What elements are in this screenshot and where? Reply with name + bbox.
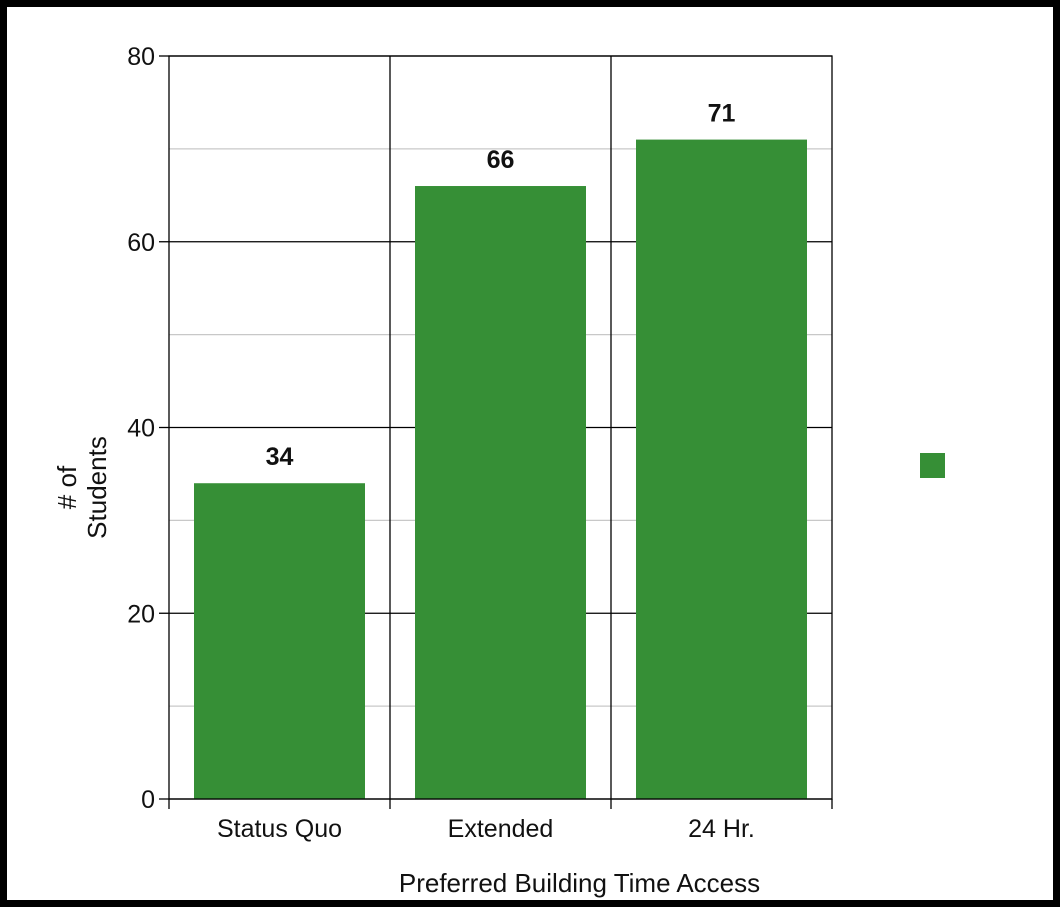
bar-2 [636, 139, 807, 799]
labels-layer: 34 66 71 0 20 40 60 80 Status Quo Extended 24 Hr. P… [52, 43, 760, 898]
data-label-2: 71 [708, 100, 736, 128]
bar-1 [415, 186, 586, 799]
bars-layer [194, 139, 807, 799]
bar-chart: 34 66 71 0 20 40 60 80 Status Quo Extended 24 Hr. P… [52, 43, 945, 898]
y-tick-label: 20 [127, 600, 155, 628]
y-tick-label: 60 [127, 229, 155, 257]
axes-layer [159, 55, 833, 809]
x-tick-label: Status Quo [217, 815, 342, 843]
data-label-1: 66 [487, 146, 515, 174]
y-tick-label: 80 [127, 43, 155, 71]
y-axis-title: # ofStudents [52, 436, 112, 539]
x-tick-label: Extended [448, 815, 554, 843]
y-tick-label: 0 [141, 786, 155, 814]
y-tick-label: 40 [127, 415, 155, 443]
y-axis-title-line: Students [82, 436, 112, 539]
bar-0 [194, 483, 365, 799]
x-axis-title: Preferred Building Time Access [399, 868, 760, 898]
data-label-0: 34 [266, 443, 294, 471]
legend [920, 453, 945, 478]
y-axis-title-line: # of [52, 465, 82, 509]
legend-swatch [920, 453, 945, 478]
x-tick-label: 24 Hr. [688, 815, 755, 843]
